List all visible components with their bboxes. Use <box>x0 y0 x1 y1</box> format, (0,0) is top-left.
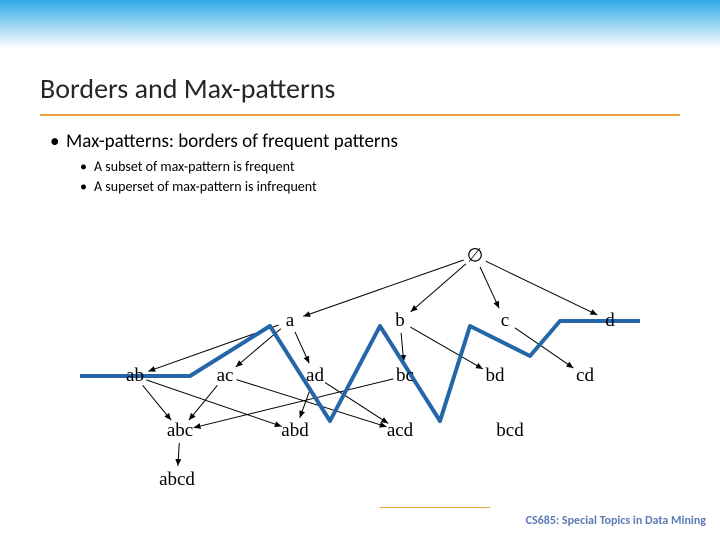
header-gradient <box>0 0 720 48</box>
bullet-list: Max-patterns: borders of frequent patter… <box>0 116 720 196</box>
lattice-diagram: ∅abcdabacadbcbdcdabcabdacdbcdabcd <box>0 226 720 486</box>
footer-rule <box>380 507 490 508</box>
node-abcd: abcd <box>159 469 195 491</box>
node-d: d <box>605 310 615 332</box>
node-acd: acd <box>387 420 413 442</box>
node-ac: ac <box>217 365 234 387</box>
node-abc: abc <box>167 420 193 442</box>
node-bd: bd <box>486 365 505 387</box>
node-ab: ab <box>126 365 144 387</box>
node-c: c <box>501 310 509 332</box>
footer-text: CS685: Special Topics in Data Mining <box>526 514 706 528</box>
node-ad: ad <box>306 365 324 387</box>
node-cd: cd <box>576 365 594 387</box>
node-a: a <box>286 310 294 332</box>
diagram-border-line <box>0 226 720 486</box>
bullet-sub-1: A superset of max-pattern is infrequent <box>50 177 720 197</box>
slide-title: Borders and Max-patterns <box>0 53 720 114</box>
node-b: b <box>395 310 405 332</box>
node-abd: abd <box>281 420 308 442</box>
node-root: ∅ <box>467 245 484 268</box>
max-pattern-border <box>80 321 640 421</box>
node-bcd: bcd <box>496 420 523 442</box>
node-bc: bc <box>396 365 414 387</box>
bullet-main: Max-patterns: borders of frequent patter… <box>50 130 720 153</box>
bullet-sub-0: A subset of max-pattern is frequent <box>50 157 720 177</box>
